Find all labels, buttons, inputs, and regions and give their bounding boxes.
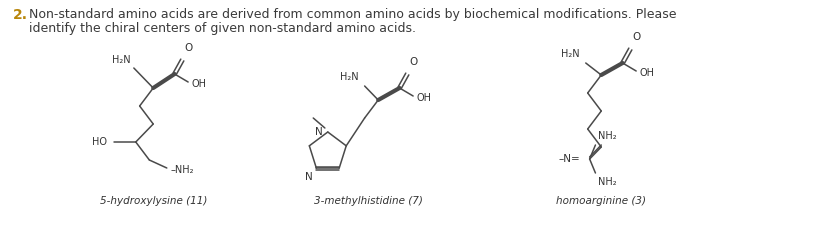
Text: 3-methylhistidine (7): 3-methylhistidine (7)	[314, 196, 423, 206]
Text: identify the chiral centers of given non-standard amino acids.: identify the chiral centers of given non…	[29, 22, 416, 35]
Text: H₂N: H₂N	[112, 55, 131, 65]
Text: H₂N: H₂N	[561, 49, 580, 59]
Text: N: N	[305, 172, 312, 182]
Text: OH: OH	[416, 93, 431, 103]
Text: –NH₂: –NH₂	[171, 165, 194, 175]
Text: homoarginine (3): homoarginine (3)	[556, 196, 646, 206]
Text: O: O	[184, 43, 192, 53]
Text: Non-standard amino acids are derived from common amino acids by biochemical modi: Non-standard amino acids are derived fro…	[29, 8, 676, 21]
Text: O: O	[632, 32, 641, 42]
Text: 5-hydroxylysine (11): 5-hydroxylysine (11)	[99, 196, 207, 206]
Text: O: O	[409, 57, 417, 67]
Text: 2.: 2.	[12, 8, 27, 22]
Text: HO: HO	[92, 137, 107, 147]
Text: NH₂: NH₂	[598, 177, 617, 187]
Text: –N=: –N=	[558, 154, 580, 164]
Text: N: N	[315, 127, 323, 137]
Text: H₂N: H₂N	[340, 72, 359, 82]
Text: OH: OH	[191, 79, 206, 89]
Text: NH₂: NH₂	[598, 131, 617, 141]
Text: OH: OH	[639, 68, 654, 78]
